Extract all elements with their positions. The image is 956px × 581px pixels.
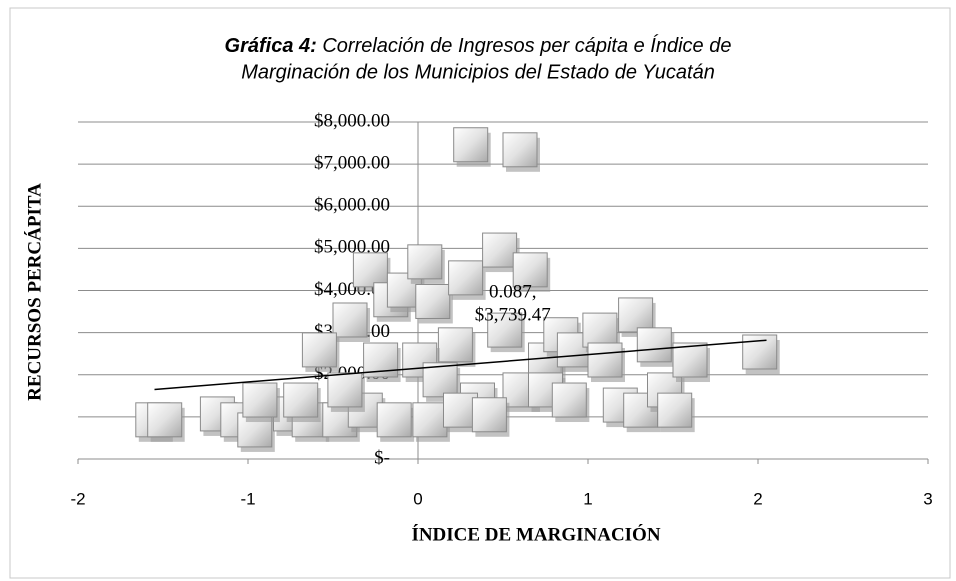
- marker: [422, 362, 458, 398]
- y-tick-label: $6,000.00: [314, 195, 390, 216]
- data-label-line: $3,739.47: [475, 305, 551, 326]
- x-tick-label: 2: [753, 489, 762, 508]
- marker: [636, 327, 672, 363]
- x-axis-title: ÍNDICE DE MARGINACIÓN: [411, 523, 660, 545]
- y-tick-label: $7,000.00: [314, 152, 390, 173]
- marker: [487, 312, 523, 348]
- x-tick-label: 0: [413, 489, 422, 508]
- x-tick-label: -1: [240, 489, 255, 508]
- marker: [327, 372, 363, 408]
- marker: [412, 402, 448, 438]
- marker: [618, 297, 654, 333]
- data-label: 0.087, $3,739.47: [475, 282, 551, 326]
- x-tick-label: 3: [923, 489, 932, 508]
- marker: [352, 252, 388, 288]
- marker: [471, 397, 507, 433]
- trendline: [154, 339, 767, 391]
- marker: [448, 260, 484, 296]
- marker: [283, 382, 319, 418]
- y-tick-label: $8,000.00: [314, 110, 390, 131]
- marker: [587, 342, 623, 378]
- x-tick-label: -2: [70, 489, 85, 508]
- marker: [512, 252, 548, 288]
- title-prefix: Gráfica 4:: [225, 35, 317, 57]
- marker: [482, 232, 518, 268]
- marker: [332, 302, 368, 338]
- marker: [453, 127, 489, 163]
- marker: [672, 342, 708, 378]
- marker: [551, 382, 587, 418]
- marker: [242, 382, 278, 418]
- marker: [301, 332, 337, 368]
- chart-title: Marginación de los Municipios del Estado…: [241, 61, 715, 83]
- marker: [443, 392, 478, 428]
- marker: [502, 132, 538, 168]
- title-line: Correlación de Ingresos per cápita e Índ…: [322, 34, 731, 57]
- marker: [657, 392, 693, 428]
- marker: [147, 402, 183, 438]
- marker: [376, 402, 412, 438]
- x-tick-label: 1: [583, 489, 592, 508]
- chart-title: Gráfica 4: Correlación de Ingresos per c…: [225, 34, 732, 57]
- markers: [135, 127, 780, 452]
- marker: [582, 312, 618, 348]
- marker: [437, 327, 473, 363]
- marker: [407, 244, 443, 280]
- y-tick-label: $-: [374, 447, 390, 468]
- data-label-line: 0.087,: [489, 282, 537, 303]
- marker: [415, 283, 451, 319]
- y-axis-title: RECURSOS PERCÁPITA: [23, 183, 45, 401]
